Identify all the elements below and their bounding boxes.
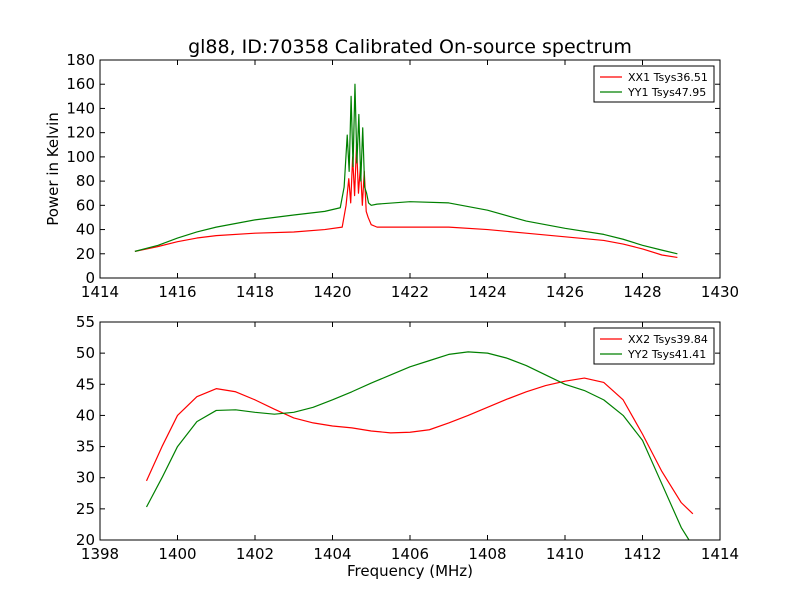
bottom-x-tick-label: 1404 xyxy=(313,545,351,563)
bottom-x-tick-label: 1402 xyxy=(236,545,274,563)
top-x-tick-label: 1424 xyxy=(468,283,506,301)
top-y-tick-label: 20 xyxy=(76,245,95,263)
bottom-x-tick-label: 1400 xyxy=(158,545,196,563)
top-series-yy-line xyxy=(134,83,678,255)
top-plot-frame xyxy=(99,59,721,279)
x-axis-label-bottom: Frequency (MHz) xyxy=(347,562,473,580)
top-y-tick-label: 180 xyxy=(66,51,95,69)
top-x-tick-label: 1414 xyxy=(81,283,119,301)
top-y-tick-label: 140 xyxy=(66,99,95,117)
bottom-y-tick-label: 45 xyxy=(76,375,95,393)
bottom-y-tick-label: 50 xyxy=(76,344,95,362)
bottom-legend-box xyxy=(593,327,715,365)
top-x-tick-label: 1428 xyxy=(623,283,661,301)
top-y-tick-label: 120 xyxy=(66,124,95,142)
bottom-plot-frame xyxy=(99,321,721,541)
bottom-x-tick-label: 1406 xyxy=(391,545,429,563)
bottom-x-tick-label: 1410 xyxy=(546,545,584,563)
bottom-series-xx-line xyxy=(145,377,694,515)
top-x-tick-label: 1420 xyxy=(313,283,351,301)
top-legend-label: YY1 Tsys47.95 xyxy=(627,86,706,99)
top-y-tick-label: 100 xyxy=(66,148,95,166)
top-y-tick-label: 40 xyxy=(76,221,95,239)
top-x-tick-label: 1430 xyxy=(701,283,739,301)
y-axis-label-top: Power in Kelvin xyxy=(44,112,62,226)
bottom-legend: XX2 Tsys39.84 YY2 Tsys41.41 xyxy=(593,327,715,365)
top-x-tick-label: 1426 xyxy=(546,283,584,301)
top-legend-label: XX1 Tsys36.51 xyxy=(628,71,708,84)
bottom-x-tick-label: 1398 xyxy=(81,545,119,563)
top-y-tick-label: 0 xyxy=(85,269,95,287)
bottom-y-tick-label: 35 xyxy=(76,438,95,456)
bottom-y-tick-label: 40 xyxy=(76,406,95,424)
chart-title: gl88, ID:70358 Calibrated On-source spec… xyxy=(188,36,632,58)
top-panel: 1414 1416 1418 1420 1422 1424 1426 1428 1430 0 20 4… xyxy=(66,51,739,301)
top-y-tick-label: 60 xyxy=(76,196,95,214)
top-y-tick-label: 160 xyxy=(66,75,95,93)
top-legend-box xyxy=(593,65,715,103)
top-series-xx-line xyxy=(134,144,678,259)
top-legend: XX1 Tsys36.51 YY1 Tsys47.95 xyxy=(593,65,715,103)
bottom-y-tick-label: 30 xyxy=(76,469,95,487)
top-y-tick-label: 80 xyxy=(76,172,95,190)
bottom-x-tick-label: 1414 xyxy=(701,545,739,563)
top-x-tick-label: 1416 xyxy=(158,283,196,301)
bottom-legend-label: YY2 Tsys41.41 xyxy=(627,348,706,361)
bottom-legend-label: XX2 Tsys39.84 xyxy=(628,333,708,346)
bottom-y-tick-label: 55 xyxy=(76,313,95,331)
bottom-y-tick-label: 25 xyxy=(76,500,95,518)
bottom-series-yy-line xyxy=(145,351,690,540)
top-x-tick-label: 1422 xyxy=(391,283,429,301)
bottom-x-tick-label: 1412 xyxy=(623,545,661,563)
bottom-x-tick-label: 1408 xyxy=(468,545,506,563)
bottom-y-tick-label: 20 xyxy=(76,531,95,549)
bottom-panel: 1398 1400 1402 1404 1406 1408 1410 1412 1414 20 25… xyxy=(76,313,739,563)
top-x-tick-label: 1418 xyxy=(236,283,274,301)
